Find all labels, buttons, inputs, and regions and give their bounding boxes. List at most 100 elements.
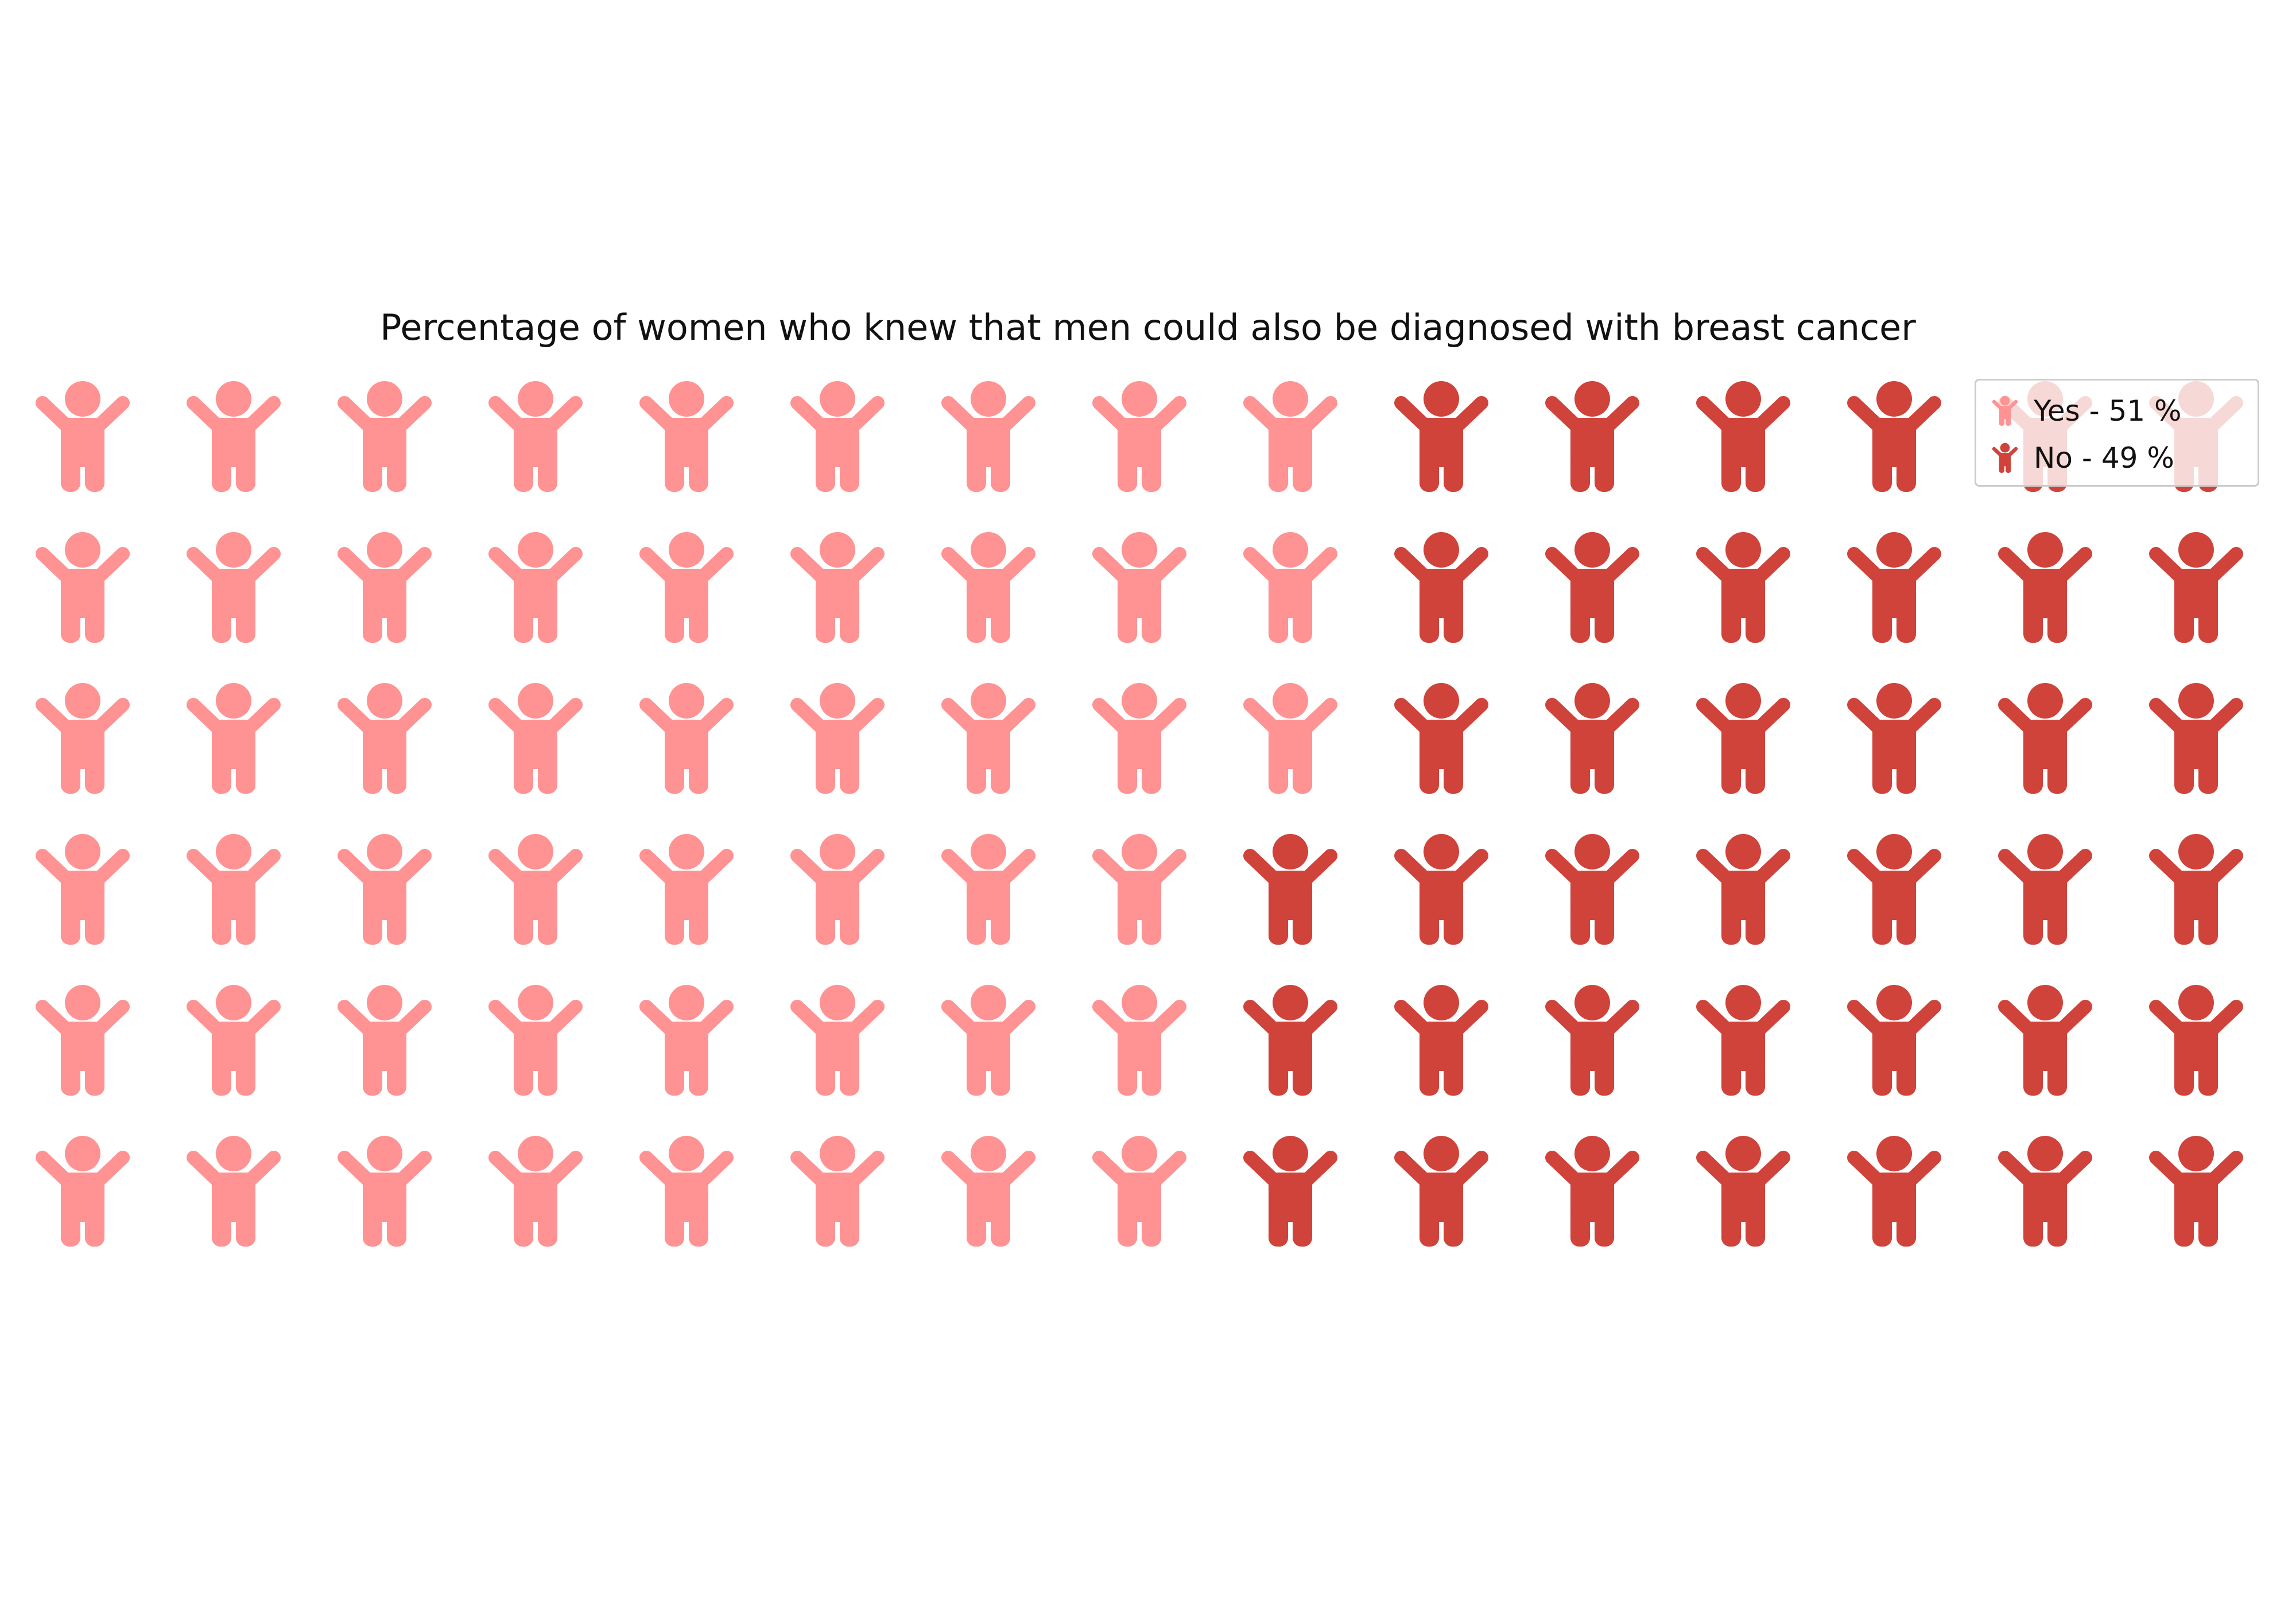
child-icon-no <box>1243 834 1337 945</box>
child-icon-yes <box>488 985 583 1096</box>
child-icon-yes <box>1092 381 1186 492</box>
child-icon-no <box>1243 1136 1337 1247</box>
child-icon-yes <box>941 683 1035 794</box>
legend-child-icon-shape <box>1992 395 2018 426</box>
child-icon-yes <box>36 683 130 794</box>
child-icon-no <box>2149 1136 2243 1247</box>
child-icon-yes <box>639 834 734 945</box>
child-icon-yes <box>36 834 130 945</box>
legend-child-icon-yes <box>1976 391 2034 431</box>
child-icon-yes <box>187 1136 281 1247</box>
child-icon-yes <box>36 381 130 492</box>
legend: Yes - 51 % No - 49 % <box>1975 379 2259 487</box>
child-icon-yes <box>639 683 734 794</box>
child-icon-no <box>1696 834 1790 945</box>
child-icon-yes <box>1243 683 1337 794</box>
child-icon-no <box>2149 532 2243 643</box>
child-icon-no <box>2149 683 2243 794</box>
child-icon-yes <box>488 532 583 643</box>
legend-label-no: No - 49 % <box>2034 441 2174 475</box>
legend-label-yes: Yes - 51 % <box>2034 394 2182 428</box>
child-icon-yes <box>338 834 432 945</box>
legend-child-icon-no <box>1976 438 2034 478</box>
child-icon-yes <box>941 1136 1035 1247</box>
child-icon-yes <box>187 381 281 492</box>
child-icon-yes <box>488 834 583 945</box>
child-icon-no <box>1394 985 1488 1096</box>
child-icon-yes <box>790 1136 885 1247</box>
child-icon-no <box>1847 532 1941 643</box>
child-icon-no <box>2149 985 2243 1096</box>
child-icon-no <box>1696 381 1790 492</box>
child-icon-no <box>1243 985 1337 1096</box>
child-icon-no <box>1545 1136 1639 1247</box>
child-icon-yes <box>1092 1136 1186 1247</box>
child-icon-no <box>1696 683 1790 794</box>
child-icon-yes <box>639 1136 734 1247</box>
legend-item-no: No - 49 % <box>1976 438 2174 478</box>
child-icon-no <box>1998 1136 2092 1247</box>
child-icon-no <box>1847 1136 1941 1247</box>
child-icon-yes <box>187 985 281 1096</box>
child-icon-yes <box>338 532 432 643</box>
child-icon-no <box>1847 834 1941 945</box>
child-icon-yes <box>338 381 432 492</box>
child-icon-no <box>1545 985 1639 1096</box>
child-icon-no <box>1696 985 1790 1096</box>
child-icon-no <box>1998 985 2092 1096</box>
child-icon-yes <box>1243 532 1337 643</box>
child-icon-yes <box>187 532 281 643</box>
child-icon-yes <box>1092 683 1186 794</box>
child-icon-yes <box>187 834 281 945</box>
child-icon-no <box>1998 532 2092 643</box>
child-icon-yes <box>36 1136 130 1247</box>
child-icon-no <box>1696 1136 1790 1247</box>
child-icon-no <box>1394 1136 1488 1247</box>
child-icon-yes <box>1243 381 1337 492</box>
child-icon-no <box>1847 985 1941 1096</box>
child-icon-yes <box>488 683 583 794</box>
child-icon-yes <box>338 683 432 794</box>
child-icon-no <box>1394 532 1488 643</box>
child-icon-no <box>1394 381 1488 492</box>
child-icon-no <box>1847 381 1941 492</box>
child-icon-yes <box>639 381 734 492</box>
child-icon-yes <box>639 532 734 643</box>
child-icon-no <box>1696 532 1790 643</box>
child-icon-no <box>1545 532 1639 643</box>
legend-item-yes: Yes - 51 % <box>1976 391 2182 431</box>
child-icon-yes <box>790 683 885 794</box>
child-icon-yes <box>941 381 1035 492</box>
child-icon-yes <box>187 683 281 794</box>
child-icon-yes <box>790 834 885 945</box>
child-icon-yes <box>941 834 1035 945</box>
child-icon-yes <box>790 381 885 492</box>
child-icon-yes <box>36 985 130 1096</box>
child-icon-no <box>1998 683 2092 794</box>
child-icon-yes <box>488 1136 583 1247</box>
child-icon-no <box>1545 381 1639 492</box>
child-icon-no <box>1394 834 1488 945</box>
child-icon-no <box>1545 683 1639 794</box>
child-icon-yes <box>338 985 432 1096</box>
child-icon-no <box>2149 834 2243 945</box>
child-icon-no <box>1847 683 1941 794</box>
child-icon-yes <box>790 532 885 643</box>
child-icon-yes <box>488 381 583 492</box>
child-icon-yes <box>790 985 885 1096</box>
child-icon-yes <box>1092 532 1186 643</box>
child-icon-no <box>1998 834 2092 945</box>
child-icon-yes <box>338 1136 432 1247</box>
child-icon-yes <box>941 532 1035 643</box>
child-icon-yes <box>36 532 130 643</box>
child-icon-no <box>1545 834 1639 945</box>
child-icon-yes <box>639 985 734 1096</box>
chart-title: Percentage of women who knew that men co… <box>380 306 1916 348</box>
child-icon-yes <box>1092 985 1186 1096</box>
child-icon-no <box>1394 683 1488 794</box>
legend-child-icon-shape <box>1992 442 2018 473</box>
child-icon-yes <box>941 985 1035 1096</box>
child-icon-yes <box>1092 834 1186 945</box>
